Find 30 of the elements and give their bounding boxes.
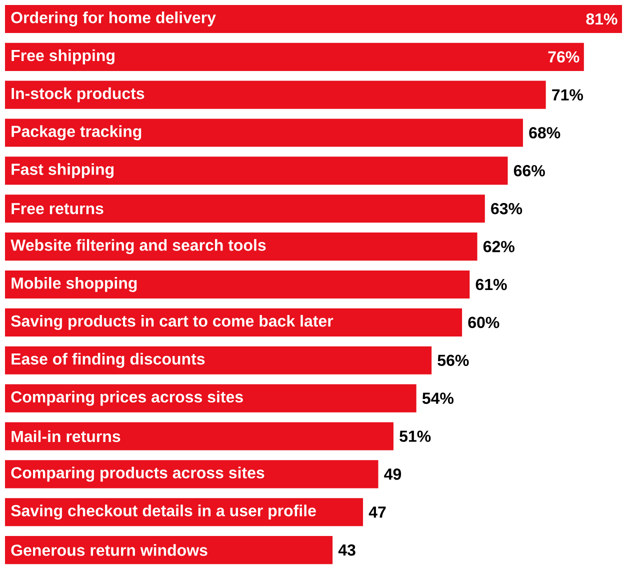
y-tick-label: Mobile shopping	[12, 277, 137, 292]
y-tick-label: Free returns	[12, 203, 104, 214]
data-label: 76%	[548, 51, 580, 63]
data-label: 81%	[586, 13, 618, 25]
y-tick-label: Website filtering and search tools	[10, 239, 266, 254]
data-label: 47	[368, 506, 386, 518]
y-tick-label: In-stock products	[12, 87, 144, 102]
y-tick-label: Mail-in returns	[12, 430, 120, 442]
data-label: 71%	[552, 89, 584, 100]
data-label: 54%	[422, 392, 454, 404]
y-tick-label: Fast shipping	[12, 163, 114, 178]
y-tick-label: Generous return windows	[11, 544, 208, 556]
y-tick-label: Comparing prices across sites	[11, 390, 243, 406]
data-label: 49	[384, 468, 402, 480]
data-label: 66%	[514, 165, 545, 176]
data-label: 61%	[476, 278, 507, 290]
y-tick-label: Comparing products across sites	[11, 466, 264, 482]
data-label: 62%	[483, 240, 514, 252]
y-tick-label: Free shipping	[12, 49, 114, 64]
data-label: 51%	[400, 430, 431, 442]
y-tick-label: Ease of finding discounts	[12, 352, 205, 368]
data-label: 68%	[529, 127, 560, 138]
y-tick-label: Package tracking	[12, 125, 142, 140]
data-label: 43	[338, 544, 356, 556]
data-label: 63%	[491, 202, 522, 214]
y-tick-label: Saving products in cart to come back later	[11, 314, 334, 330]
data-label: 60%	[468, 316, 500, 328]
y-tick-label: Ordering for home delivery	[11, 11, 216, 26]
data-label: 56%	[438, 354, 469, 366]
y-tick-label: Saving checkout details in a user profile	[11, 504, 316, 520]
